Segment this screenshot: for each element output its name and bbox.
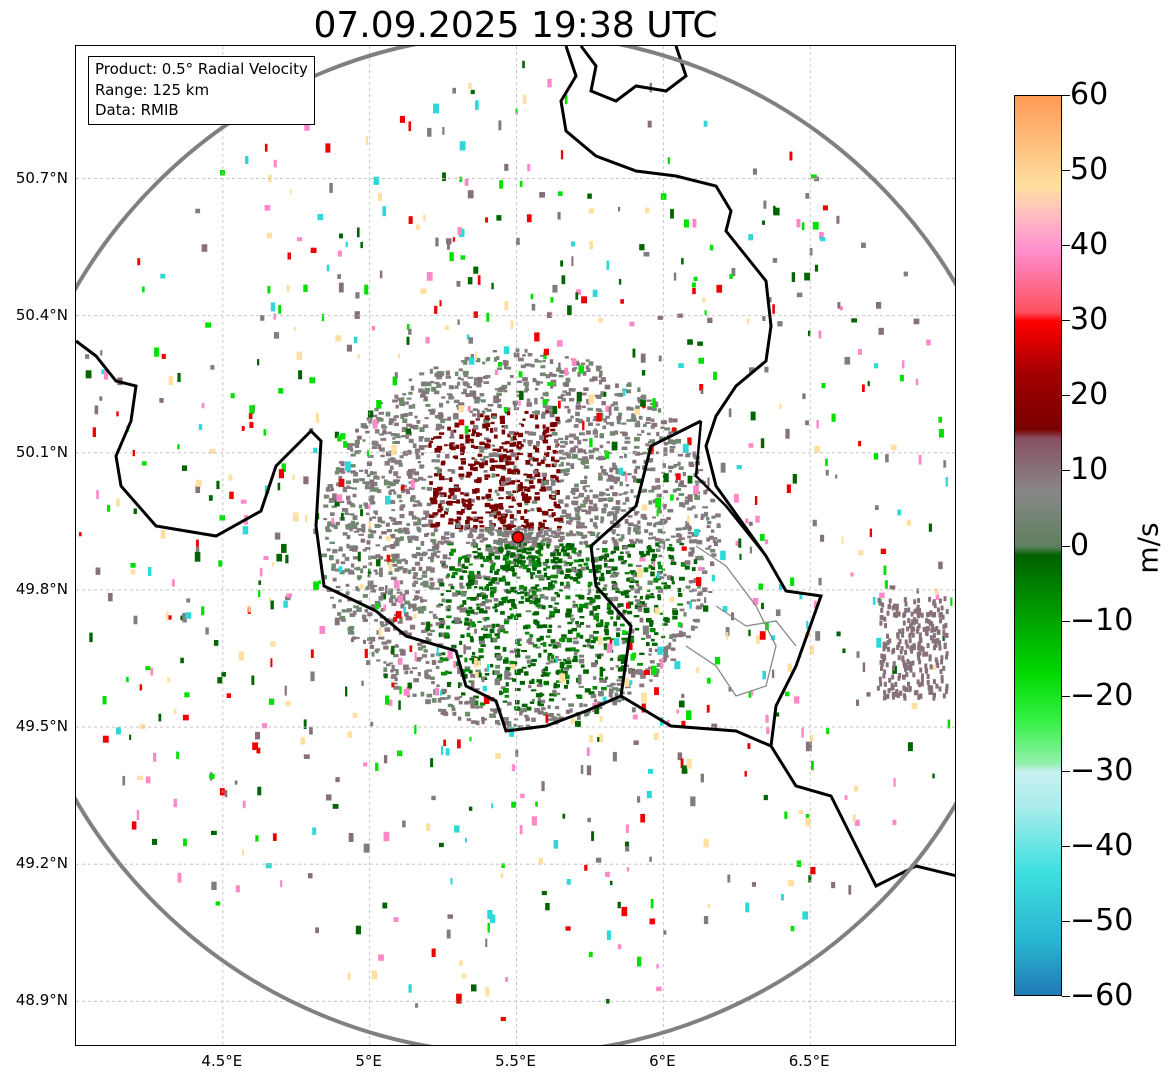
map-title: 07.09.2025 19:38 UTC: [313, 5, 718, 46]
colorbar-tick: [1062, 470, 1070, 472]
product-label: Product: 0.5° Radial Velocity: [95, 60, 308, 78]
colorbar-tick: [1062, 620, 1070, 622]
border-luxembourg-cantons: [685, 545, 777, 697]
velocity-colorbar: [1014, 95, 1062, 996]
border-germany-luxembourg: [620, 694, 955, 889]
colorbar-tick-label: 0: [1070, 527, 1090, 563]
colorbar-tick-label: −60: [1070, 978, 1134, 1013]
product-info-box: Product: 0.5° Radial Velocity Range: 125…: [88, 56, 315, 125]
radar-site-marker: [511, 531, 524, 544]
lat-tick-label: 50.4°N: [15, 305, 68, 324]
radar-map[interactable]: [75, 45, 956, 1046]
lon-tick-label: 6°E: [649, 1052, 676, 1070]
border-germany-inner: [694, 420, 767, 557]
colorbar-unit-label: m/s: [1131, 522, 1165, 574]
colorbar-tick-label: 40: [1070, 227, 1109, 263]
colorbar-tick: [1062, 170, 1070, 172]
colorbar-tick: [1062, 395, 1070, 397]
colorbar-tick: [1062, 920, 1070, 922]
lat-tick-label: 48.9°N: [15, 991, 68, 1010]
colorbar-tick-label: 10: [1070, 452, 1109, 488]
lon-tick-label: 5.5°E: [495, 1052, 536, 1070]
colorbar-tick: [1062, 320, 1070, 322]
data-source-label: Data: RMIB: [95, 101, 179, 119]
border-belgium-luxembourg: [589, 419, 702, 697]
colorbar-tick-label: −40: [1070, 827, 1134, 863]
colorbar-tick-label: −10: [1070, 602, 1134, 638]
colorbar-tick-label: 20: [1070, 377, 1109, 413]
country-borders: [76, 46, 955, 889]
lon-tick-label: 6.5°E: [788, 1052, 830, 1070]
lat-tick-label: 50.7°N: [15, 168, 68, 187]
range-label: Range: 125 km: [95, 80, 210, 99]
colorbar-tick-label: 50: [1070, 152, 1109, 188]
lat-tick-label: 50.1°N: [15, 442, 68, 461]
border-netherlands: [579, 46, 688, 103]
border-luxembourg-cantons-2: [715, 605, 797, 647]
colorbar-tick: [1062, 695, 1070, 697]
gridlines: [76, 46, 955, 1045]
lat-tick-label: 49.8°N: [15, 579, 68, 598]
colorbar-tick-label: 60: [1070, 77, 1109, 112]
radar-map-canvas: [76, 46, 955, 1045]
colorbar-tick-label: −30: [1070, 752, 1134, 788]
lon-tick-label: 5°E: [355, 1052, 382, 1070]
lon-tick-label: 4.5°E: [201, 1052, 243, 1070]
lat-tick-label: 49.5°N: [15, 717, 68, 736]
colorbar-tick-label: −50: [1070, 902, 1134, 938]
colorbar-tick: [1062, 996, 1070, 997]
border-germany-belgium: [559, 46, 824, 747]
border-france-belgium: [76, 339, 622, 733]
radar-echoes: [78, 60, 955, 1022]
colorbar-gradient: [1015, 96, 1061, 995]
colorbar-tick: [1062, 545, 1070, 547]
colorbar-tick: [1062, 845, 1070, 847]
colorbar-tick-label: 30: [1070, 302, 1109, 338]
colorbar-tick-label: −20: [1070, 677, 1134, 713]
colorbar-tick: [1062, 95, 1070, 96]
colorbar-tick: [1062, 770, 1070, 772]
colorbar-tick: [1062, 245, 1070, 247]
lat-tick-label: 49.2°N: [15, 854, 68, 873]
